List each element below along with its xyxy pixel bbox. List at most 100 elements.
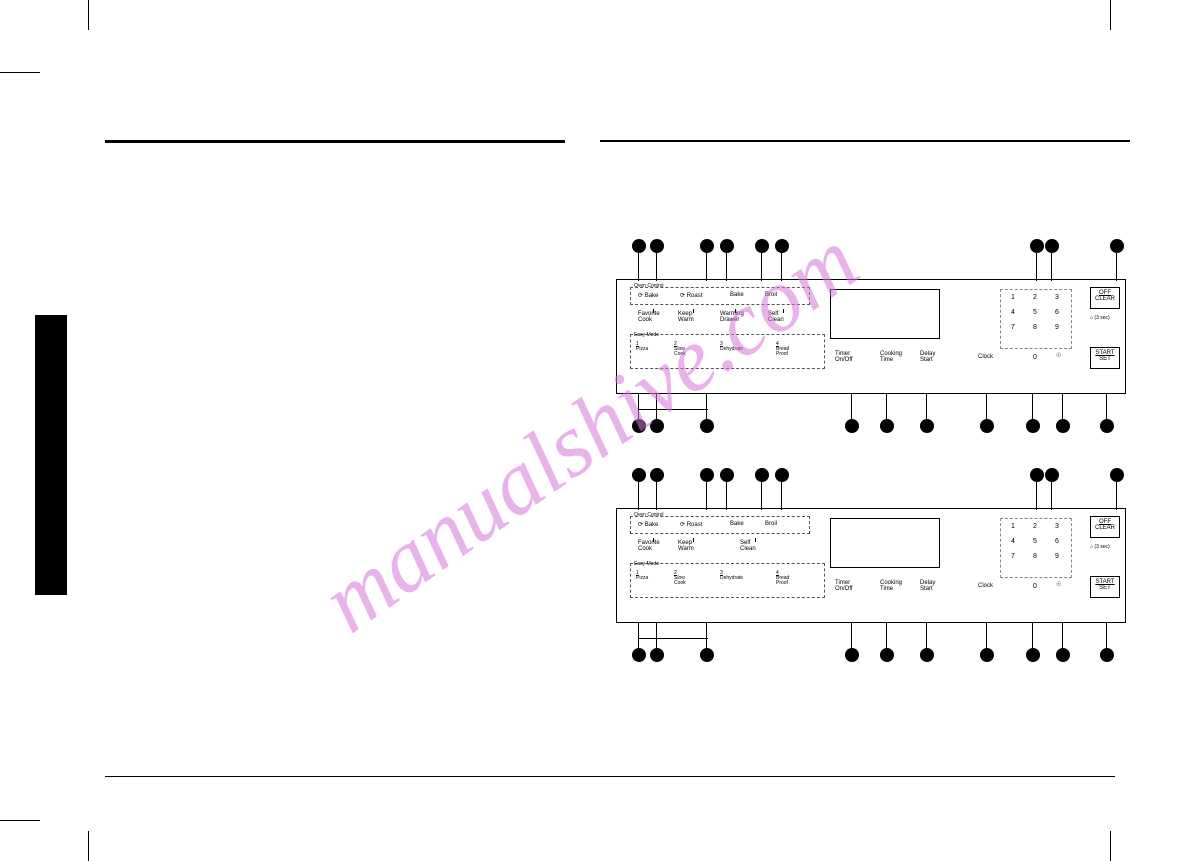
- callout-dot: [720, 239, 734, 253]
- callout-dot: [880, 648, 894, 662]
- left-subtitle: READ ALL INSTRUCTIONS BEFORE USING THE A…: [105, 158, 565, 167]
- callout-dot: [845, 419, 859, 433]
- lead-line: [886, 394, 887, 420]
- row2-btn: SelfClean: [768, 311, 784, 323]
- easy-mode-title: Easy Mode: [634, 561, 659, 567]
- crop-mark: [1110, 831, 1111, 861]
- numpad-key: 3: [1048, 291, 1066, 304]
- feature-item: STORAGE DRAWER OR WARMING DRAWERThe draw…: [105, 210, 565, 231]
- callout-dot: [632, 419, 646, 433]
- lamp-icon: ☉: [1056, 581, 1061, 588]
- model-a-label: LRE3061**: [600, 222, 1130, 231]
- lead-line: [638, 623, 639, 649]
- right-rule: [600, 140, 1130, 142]
- callout-dot: [720, 468, 734, 482]
- feature-item: FAVORITE COOKThe oven can save the most …: [105, 290, 565, 311]
- left-intro: GET THE MOST OUT OF YOUR NEW RANGE Read …: [105, 177, 565, 198]
- numpad-key: 9: [1048, 550, 1066, 563]
- callout-dot: [1045, 239, 1059, 253]
- lead-line: [926, 394, 927, 420]
- callout-dot: [980, 419, 994, 433]
- easy-btn: 1Pizza: [636, 342, 648, 352]
- lead-line: [1036, 253, 1037, 281]
- row1-btn: Broil: [765, 521, 777, 527]
- lead-line: [706, 253, 707, 281]
- right-column: CONTROL PANEL OVERVIEW EXTERIOR AND INTE…: [600, 125, 1130, 668]
- lead-line: [986, 623, 987, 649]
- callout-dot: [775, 239, 789, 253]
- lead-line: [1032, 394, 1033, 420]
- numpad-key: 8: [1026, 550, 1044, 563]
- footer-right: GETTING TO KNOW YOUR RANGE | CONTROL PAN…: [854, 781, 1115, 790]
- numpad-key: 1: [1004, 520, 1022, 533]
- row1-btn: Broil: [765, 292, 777, 298]
- lead-line: [781, 482, 782, 510]
- oven-control-label: Oven Control: [634, 283, 663, 289]
- start-set-btn: STARTSET: [1090, 576, 1120, 598]
- callout-dot: [1056, 419, 1070, 433]
- numpad-key: 5: [1026, 535, 1044, 548]
- feature-list: STORAGE DRAWER OR WARMING DRAWERThe draw…: [105, 210, 565, 338]
- row2-btn: FavoriteCook: [638, 311, 660, 323]
- lead-line: [1106, 394, 1107, 420]
- lead-line: [656, 623, 657, 649]
- numpad-key: 2: [1026, 520, 1044, 533]
- callout-dot: [1110, 239, 1124, 253]
- lock-label: ⌂ (3 sec): [1090, 544, 1110, 550]
- callout-dot: [1100, 419, 1114, 433]
- left-intro-body: Read this manual carefully to become fam…: [105, 187, 546, 196]
- lead-line: [986, 394, 987, 420]
- row1-btn: ⟳ Roast: [680, 292, 702, 299]
- timer-btn: TimerOn/Off: [835, 580, 853, 592]
- lead-line: [638, 482, 639, 510]
- callout-dot: [755, 468, 769, 482]
- numpad-key: 7: [1004, 550, 1022, 563]
- numpad-key: 1: [1004, 291, 1022, 304]
- lead-line: [726, 482, 727, 510]
- callout-dot: [1030, 468, 1044, 482]
- numpad-key: 5: [1026, 306, 1044, 319]
- timer-btn: CookingTime: [880, 580, 902, 592]
- lock-label: ⌂ (3 sec): [1090, 315, 1110, 321]
- row1-btn: ⟳ Roast: [680, 521, 702, 528]
- callout-dot: [632, 468, 646, 482]
- callout-dot: [1026, 419, 1040, 433]
- lead-line: [656, 253, 657, 281]
- feature-item: INFRARED GRILLThe radiant heat from the …: [105, 317, 565, 338]
- control-panel-a: Oven Control⟳ Bake⟳ RoastBakeBroilFavori…: [600, 239, 1140, 439]
- callout-dot: [1030, 239, 1044, 253]
- numpad-key: 6: [1048, 535, 1066, 548]
- crop-mark: [0, 820, 40, 821]
- row2-btn: KeepWarm: [678, 540, 694, 552]
- right-subtitle: EXTERIOR AND INTERIOR: [600, 157, 1130, 166]
- callout-dot: [650, 419, 664, 433]
- callout-dot: [980, 648, 994, 662]
- crop-mark: [88, 0, 89, 30]
- callout-dot: [920, 648, 934, 662]
- left-column: GETTING TO KNOW YOUR RANGE READ ALL INST…: [105, 125, 565, 338]
- callout-dot: [845, 648, 859, 662]
- callout-dot: [700, 239, 714, 253]
- numpad-key: 4: [1004, 306, 1022, 319]
- display: [830, 289, 940, 339]
- lead-line: [706, 623, 707, 649]
- row2-btn: FavoriteCook: [638, 540, 660, 552]
- easy-btn: 3Dehydrate: [720, 342, 743, 352]
- lead-line: [1062, 394, 1063, 420]
- easy-btn: 2SlowCook: [674, 571, 686, 586]
- control-panel-b: Oven Control⟳ Bake⟳ RoastBakeBroilFavori…: [600, 468, 1140, 668]
- feature-item: EASYCLEAN®Short cleaning cycle to save t…: [105, 237, 565, 258]
- off-clear-btn: OFFCLEAR: [1090, 287, 1120, 309]
- row2-btn: SelfClean: [740, 540, 756, 552]
- lead-line: [755, 538, 756, 542]
- timer-btn: CookingTime: [880, 351, 902, 363]
- lead-line: [1051, 482, 1052, 510]
- left-intro-head: GET THE MOST OUT OF YOUR NEW RANGE: [105, 177, 275, 186]
- footer: 6 GETTING TO KNOW YOUR RANGE | CONTROL P…: [105, 776, 1115, 790]
- lead-line: [1106, 623, 1107, 649]
- callout-dot: [1056, 648, 1070, 662]
- footer-left: 6: [105, 781, 109, 790]
- lead-line: [693, 538, 694, 542]
- right-title: CONTROL PANEL OVERVIEW: [600, 125, 1130, 140]
- lead-line: [851, 623, 852, 649]
